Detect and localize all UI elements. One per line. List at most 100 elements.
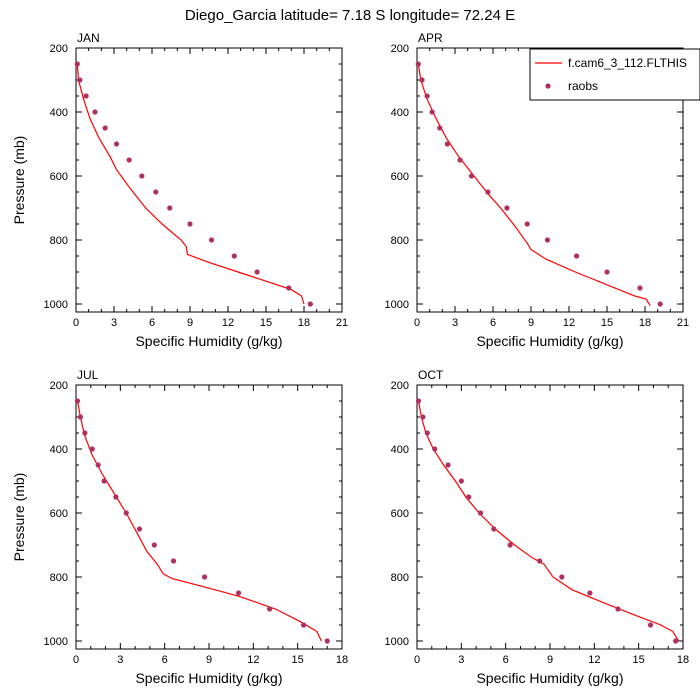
raobs-point — [208, 237, 215, 243]
raobs-point — [647, 622, 654, 628]
x-tick-label: 0 — [73, 317, 79, 329]
legend-marker-swatch — [545, 83, 551, 89]
x-tick-label: 0 — [414, 654, 420, 666]
raobs-point — [187, 221, 193, 227]
x-tick-label: 6 — [490, 317, 496, 329]
raobs-point — [429, 109, 435, 115]
raobs-point — [420, 414, 426, 420]
raobs-point — [201, 574, 208, 580]
raobs-point — [324, 638, 330, 644]
x-tick-label: 15 — [601, 317, 613, 329]
raobs-point — [95, 462, 101, 468]
raobs-point — [126, 157, 132, 163]
panel-label: OCT — [418, 368, 444, 382]
x-tick-label: 18 — [336, 654, 348, 666]
y-tick-label: 600 — [391, 171, 409, 183]
raobs-point — [477, 510, 484, 516]
x-tick-label: 0 — [73, 654, 79, 666]
raobs-point — [153, 189, 159, 195]
raobs-point — [170, 558, 177, 564]
raobs-point — [466, 494, 472, 500]
raobs-point — [231, 253, 237, 259]
x-tick-label: 6 — [503, 654, 509, 666]
raobs-point — [136, 526, 143, 532]
x-axis-label: Specific Humidity (g/kg) — [476, 670, 623, 686]
raobs-point — [424, 93, 430, 99]
y-tick-label: 600 — [391, 508, 409, 520]
panel-oct: OCT 0 3 6 9 12 15 18 200 400 600 800 1000 Specific Hu… — [385, 368, 690, 686]
panel-label: JAN — [77, 31, 100, 45]
raobs-point — [604, 269, 610, 275]
legend-entry-label: raobs — [568, 79, 598, 93]
raobs-point — [524, 221, 530, 227]
y-axis-label: Pressure (mb) — [11, 473, 27, 562]
x-tick-label: 6 — [162, 654, 168, 666]
raobs-point — [559, 574, 565, 580]
panel-label: APR — [418, 31, 443, 45]
raobs-point — [415, 61, 421, 67]
plot-frame — [416, 384, 684, 650]
raobs-point — [437, 125, 443, 131]
raobs-point — [507, 542, 513, 548]
raobs-point — [574, 253, 580, 259]
x-tick-label: 18 — [677, 654, 689, 666]
y-tick-label: 200 — [50, 380, 68, 392]
raobs-point — [637, 285, 643, 291]
raobs-point — [544, 237, 551, 243]
raobs-point — [82, 430, 88, 436]
x-tick-label: 3 — [452, 317, 458, 329]
model-profile-line — [76, 400, 322, 642]
raobs-point — [74, 398, 81, 404]
raobs-point — [235, 590, 242, 596]
x-axis-label: Specific Humidity (g/kg) — [135, 670, 282, 686]
x-tick-label: 15 — [292, 654, 304, 666]
x-tick-label: 12 — [563, 317, 575, 329]
y-tick-label: 200 — [391, 380, 409, 392]
legend-box — [529, 48, 700, 101]
raobs-point — [139, 173, 145, 179]
y-tick-label: 800 — [50, 235, 68, 247]
raobs-point — [77, 77, 83, 83]
plot-frame — [416, 47, 684, 313]
x-tick-label: 9 — [528, 317, 534, 329]
x-tick-label: 9 — [187, 317, 193, 329]
x-tick-label: 9 — [206, 654, 212, 666]
raobs-point — [415, 398, 422, 404]
raobs-point — [419, 77, 425, 83]
raobs-point — [504, 205, 510, 211]
y-tick-label: 200 — [50, 43, 68, 55]
x-axis-label: Specific Humidity (g/kg) — [135, 333, 282, 349]
raobs-point — [537, 558, 543, 564]
raobs-point — [92, 109, 98, 115]
y-axis-label: Pressure (mb) — [11, 136, 27, 225]
raobs-point — [89, 446, 95, 452]
panel-label: JUL — [77, 368, 99, 382]
y-tick-label: 400 — [50, 444, 68, 456]
raobs-point — [83, 93, 89, 99]
raobs-point — [74, 61, 80, 67]
raobs-point — [123, 510, 129, 516]
x-tick-label: 9 — [547, 654, 553, 666]
figure-title: Diego_Garcia latitude= 7.18 S longitude=… — [185, 7, 515, 24]
raobs-point — [101, 478, 107, 484]
raobs-point — [113, 494, 119, 500]
y-tick-label: 600 — [50, 508, 68, 520]
y-tick-label: 1000 — [44, 299, 68, 311]
raobs-point — [151, 542, 157, 548]
x-tick-label: 12 — [588, 654, 600, 666]
raobs-point — [458, 478, 464, 484]
y-tick-label: 400 — [391, 444, 409, 456]
raobs-point — [113, 141, 120, 147]
model-profile-line — [76, 63, 305, 305]
raobs-point — [673, 638, 679, 644]
x-tick-label: 3 — [111, 317, 117, 329]
raobs-point — [286, 285, 292, 291]
x-tick-label: 15 — [260, 317, 272, 329]
x-tick-label: 0 — [414, 317, 420, 329]
y-tick-label: 200 — [391, 43, 409, 55]
legend-entry-label: f.cam6_3_112.FLTHIS — [568, 56, 687, 70]
panel-jan: JAN 0 3 6 9 12 15 18 21 200 400 600 800 1000 Specific … — [11, 31, 348, 349]
